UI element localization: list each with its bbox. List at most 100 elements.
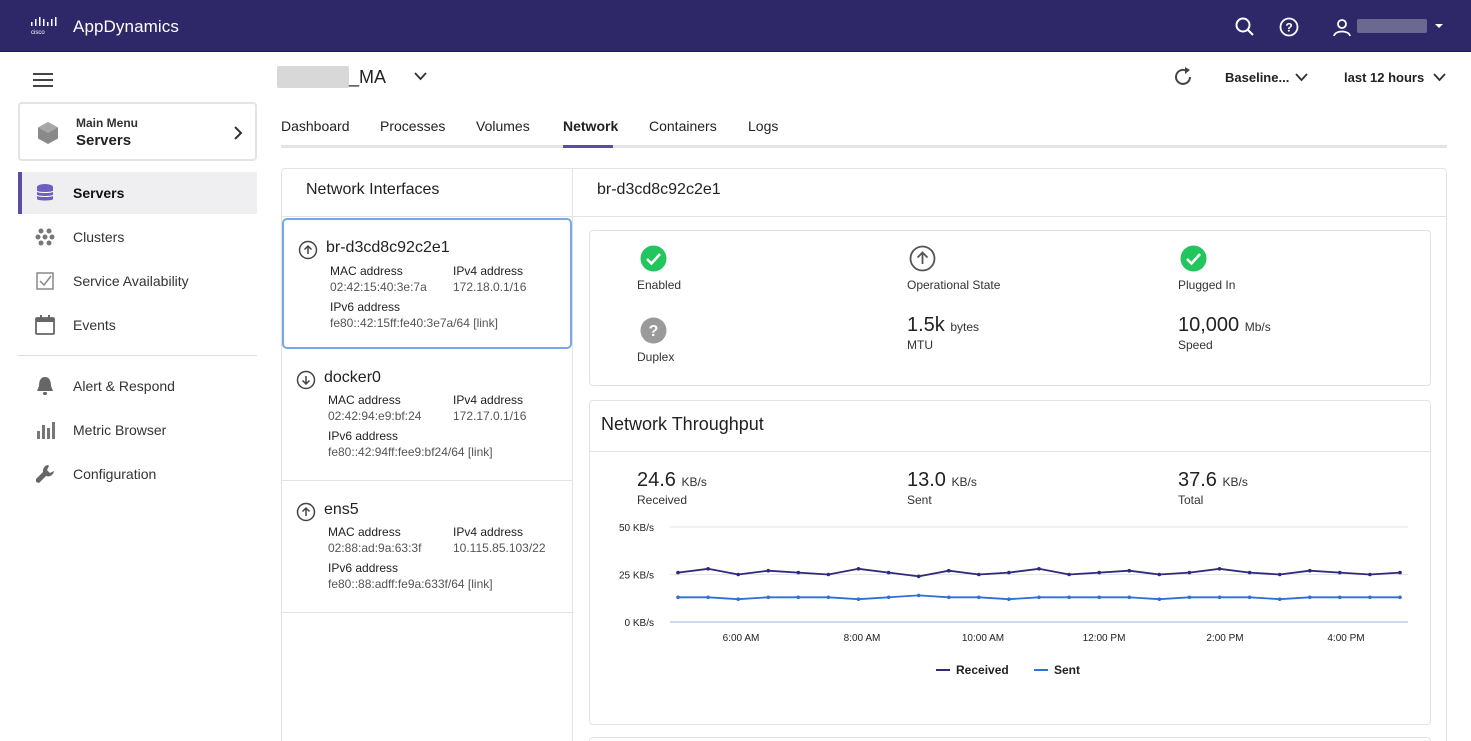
data-point [916, 593, 921, 598]
servers-icon [36, 184, 54, 201]
data-point [1037, 567, 1041, 571]
mac-label: MAC address [328, 525, 401, 539]
data-point [1157, 572, 1162, 577]
baseline-dropdown[interactable]: Baseline... [1225, 70, 1290, 85]
svg-text:cisco: cisco [31, 30, 45, 35]
data-point [1067, 572, 1071, 577]
mac-value: 02:42:94:e9:bf:24 [328, 409, 422, 423]
check-circle-icon [1180, 245, 1207, 272]
status-card [589, 230, 1431, 386]
data-point [916, 574, 921, 579]
tab-dashboard[interactable]: Dashboard [281, 118, 350, 134]
user-name-redacted[interactable] [1357, 19, 1427, 33]
data-point [977, 572, 981, 577]
hamburger-icon[interactable] [33, 72, 53, 88]
data-point [766, 595, 771, 600]
tab-network[interactable]: Network [563, 118, 619, 134]
next-card [589, 737, 1431, 741]
main-menu-button[interactable]: Main Menu Servers [18, 102, 257, 161]
data-point [886, 570, 891, 575]
bar-chart-icon [37, 422, 55, 439]
interface-item-ens5[interactable]: ens5 MAC address IPv4 address 02:88:ad:9… [282, 484, 572, 612]
mac-value: 02:88:ad:9a:63:3f [328, 541, 422, 555]
app-brand: AppDynamics [73, 17, 179, 36]
chevron-down-icon[interactable] [1433, 72, 1446, 82]
data-point [856, 567, 861, 571]
host-name: _MA [349, 67, 387, 87]
mac-value: 02:42:15:40:3e:7a [330, 280, 427, 294]
legend-label: Sent [1054, 663, 1080, 677]
chevron-down-icon[interactable] [1434, 22, 1444, 30]
data-point [1338, 570, 1342, 575]
search-icon[interactable] [1234, 16, 1256, 38]
y-tick-label: 25 KB/s [619, 571, 654, 582]
data-point [1247, 570, 1252, 575]
ipv6-label: IPv6 address [330, 300, 401, 314]
x-tick-label: 6:00 AM [723, 633, 760, 644]
sidebar-item-label: Service Availability [73, 273, 189, 289]
data-point [1067, 595, 1071, 600]
user-icon[interactable] [1331, 16, 1353, 38]
ipv6-label: IPv6 address [328, 429, 399, 443]
ipv4-value: 10.115.85.103/22 [453, 541, 546, 555]
data-point [1097, 570, 1101, 575]
refresh-icon[interactable] [1172, 66, 1194, 88]
speed-value: 10,000 Mb/s [1178, 314, 1271, 336]
mtu-label: MTU [907, 338, 933, 352]
data-point [1277, 597, 1282, 601]
data-point [1277, 572, 1282, 577]
divider [282, 612, 572, 613]
received-label: Received [637, 493, 688, 507]
data-point [1217, 595, 1222, 600]
legend-label: Received [956, 663, 1009, 677]
interface-item-docker0[interactable]: docker0 MAC address IPv4 address 02:42:9… [282, 352, 572, 480]
tab-processes[interactable]: Processes [380, 118, 446, 134]
ipv4-value: 172.18.0.1/16 [453, 280, 527, 294]
sidebar-item-service-availability[interactable]: Service Availability [18, 260, 257, 302]
clusters-icon [35, 228, 55, 246]
question-circle-icon: ? [640, 317, 667, 344]
sidebar-item-configuration[interactable]: Configuration [18, 453, 257, 495]
data-point [766, 568, 771, 573]
tab-volumes[interactable]: Volumes [476, 118, 530, 134]
interfaces-heading: Network Interfaces [306, 181, 440, 198]
sidebar-item-events[interactable]: Events [18, 304, 257, 346]
speed-label: Speed [1178, 338, 1213, 352]
received-value: 24.6 KB/s [637, 469, 707, 491]
tab-containers[interactable]: Containers [649, 118, 717, 134]
sidebar-item-alert-respond[interactable]: Alert & Respond [18, 365, 257, 407]
data-point [1097, 595, 1101, 600]
throughput-title: Network Throughput [601, 414, 764, 434]
interface-item-br-d3cd8c92c2e1[interactable]: br-d3cd8c92c2e1 MAC address IPv4 address… [282, 218, 572, 349]
mac-label: MAC address [330, 264, 403, 278]
data-point [1338, 595, 1342, 600]
sidebar-item-metric-browser[interactable]: Metric Browser [18, 409, 257, 451]
sidebar-item-servers[interactable]: Servers [18, 172, 257, 214]
throughput-card [589, 400, 1431, 725]
wrench-icon [36, 465, 54, 483]
x-tick-label: 8:00 AM [844, 633, 881, 644]
chevron-down-icon[interactable] [414, 71, 427, 81]
sidebar-item-clusters[interactable]: Clusters [18, 216, 257, 258]
time-range-dropdown[interactable]: last 12 hours [1344, 70, 1425, 85]
data-point [796, 570, 801, 575]
sidebar-divider [18, 355, 257, 356]
data-point [676, 595, 680, 600]
data-point [1037, 595, 1041, 600]
total-label: Total [1178, 493, 1204, 507]
tab-logs[interactable]: Logs [748, 118, 779, 134]
data-point [1157, 597, 1162, 601]
bell-icon [37, 377, 53, 395]
service-availability-icon [36, 272, 54, 290]
sidebar-item-label: Metric Browser [73, 422, 167, 438]
chevron-down-icon[interactable] [1295, 72, 1308, 82]
enabled-label: Enabled [637, 278, 682, 292]
y-tick-label: 0 KB/s [625, 618, 654, 629]
sidebar-item-label: Events [73, 317, 116, 333]
data-point [826, 572, 831, 577]
divider [282, 480, 572, 481]
ipv6-value: fe80::88:adff:fe9a:633f/64 [link] [328, 577, 493, 591]
help-icon[interactable]: ? [1278, 16, 1300, 38]
sent-label: Sent [907, 493, 932, 507]
arrow-down-circle-icon [296, 370, 316, 390]
